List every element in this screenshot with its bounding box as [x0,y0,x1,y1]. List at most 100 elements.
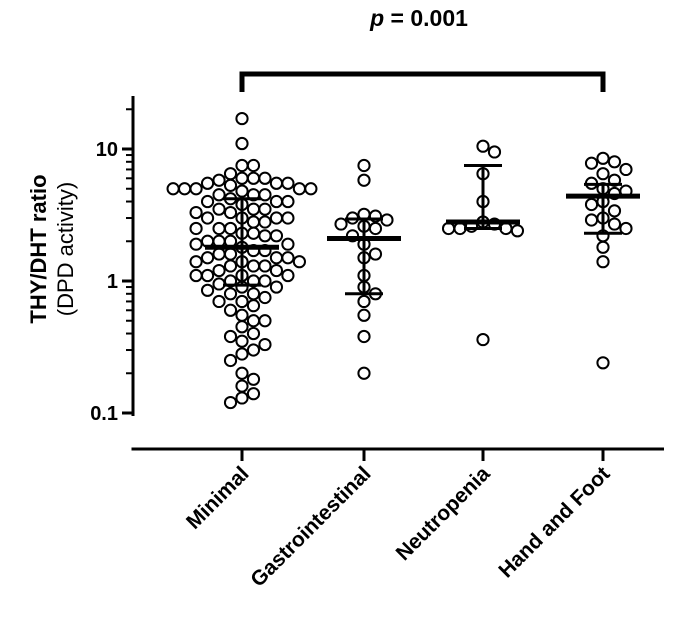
data-point [499,221,513,236]
p-value-label: p = 0.001 [369,5,468,31]
data-point [223,303,238,317]
data-point [281,251,295,265]
data-point [607,204,622,218]
y-axis: 0.1 1 10 [90,96,135,425]
significance-bracket: p = 0.001 [239,5,606,92]
data-point [304,182,318,196]
data-point [292,182,306,196]
data-point [281,211,295,225]
category-label: Neutropenia [392,462,495,565]
y-tick-label: 0.1 [90,403,118,425]
data-point [584,197,599,212]
data-point [246,387,261,401]
data-point [258,229,272,243]
data-point [619,221,633,236]
data-point [200,268,215,283]
y-ticks: 0.1 1 10 [90,108,133,425]
data-point [476,332,490,347]
data-point [246,202,261,216]
data-point [596,356,610,370]
data-point [619,162,633,177]
data-point [357,294,371,309]
data-point [223,221,238,236]
data-point [258,215,272,229]
data-point [189,182,203,196]
data-point [235,366,249,380]
data-point [246,326,261,341]
data-point [596,167,610,181]
data-point [269,251,284,265]
data-point [246,158,261,173]
data-point [200,211,215,225]
data-point [200,194,215,209]
category-label: Gastrointestinal [246,462,375,591]
data-point [212,263,226,278]
category-label: Hand and Foot [494,462,614,582]
data-point [223,205,238,220]
data-point [189,268,203,283]
data-point [223,167,238,181]
data-point [281,176,295,190]
data-point [235,184,249,198]
data-point [212,202,226,216]
data-point [281,237,295,251]
data-point [258,290,272,305]
data-point [189,255,203,269]
data-point [212,221,226,236]
data-point [212,188,226,202]
data-point [246,299,261,313]
data-point [212,247,226,261]
data-point [258,314,272,328]
data-point [235,136,249,151]
data-point [258,171,272,185]
data-point [223,395,238,410]
data-point [246,372,261,386]
data-point [246,314,261,328]
data-point [269,280,284,294]
data-point [441,221,456,236]
data-point [235,294,249,309]
data-point [368,247,383,261]
data-points [166,111,633,410]
data-point [235,347,249,361]
data-point [235,391,249,405]
data-point [200,283,215,297]
data-point [258,337,272,352]
data-point [584,213,599,227]
data-point [189,221,203,236]
bracket-line [239,71,606,92]
data-point [200,176,215,190]
p-symbol: p [369,5,384,31]
data-point [246,226,261,240]
data-point [368,221,383,236]
data-point [200,251,215,265]
data-point [235,308,249,322]
data-point [357,158,371,173]
data-point [212,173,226,187]
data-point [281,268,295,283]
data-point [178,182,192,196]
data-point [607,155,622,169]
data-point [357,329,371,344]
p-value: = 0.001 [384,5,468,31]
data-point [334,217,348,231]
data-point [235,379,249,393]
data-point [223,353,238,368]
data-point [258,259,272,273]
data-point [223,287,238,301]
data-point [357,173,371,187]
data-point [246,343,261,357]
data-point [246,259,261,273]
data-point [258,188,272,202]
data-point [235,158,249,173]
data-point [269,176,284,190]
data-point [212,294,226,309]
data-point [292,255,306,269]
data-point [246,215,261,229]
data-point [258,202,272,216]
data-point [223,178,238,192]
data-point [166,182,180,196]
data-point [510,224,525,238]
data-point [269,263,284,278]
